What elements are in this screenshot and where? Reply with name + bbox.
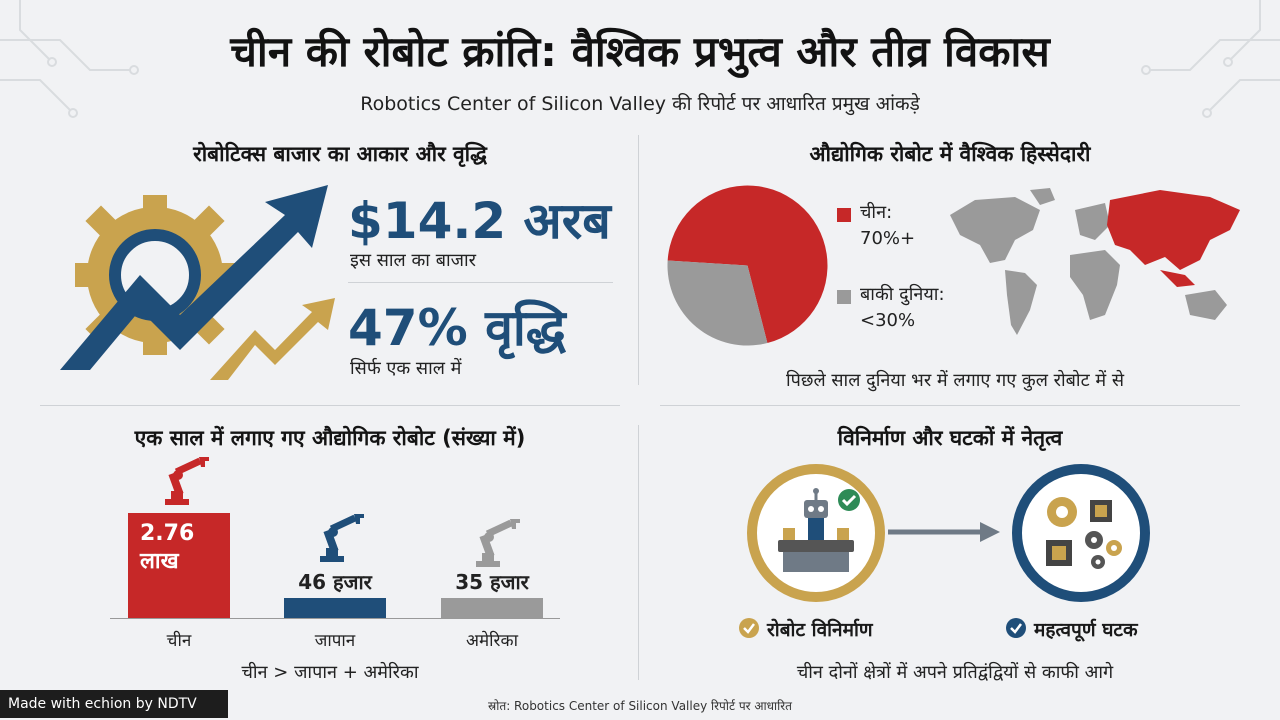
legend-label-rest: बाकी दुनिया: [860,284,945,305]
manufacturing-section-title: विनिर्माण और घटकों में नेतृत्व [837,426,1063,450]
market-size-caption: इस साल का बाजार [350,250,477,271]
share-pie-chart [667,185,828,346]
legend-swatch-rest [837,290,851,304]
robot-assembly-icon [747,464,885,602]
manufacturing-caption: चीन दोनों क्षेत्रों में अपने प्रतिद्वंद्… [796,662,1114,683]
components-icon [1012,464,1150,602]
check-icon-gold [739,618,759,638]
bar-value-china: 2.76 लाख [140,521,195,574]
page-subtitle: Robotics Center of Silicon Valley की रिप… [360,93,920,115]
robot-arm-icon-usa [476,519,520,567]
robot-arm-icon-china [165,457,209,505]
manufacturing-item-robot: रोबोट विनिर्माण [767,619,873,641]
legend-value-rest: <30% [860,310,916,331]
category-label-usa: अमेरिका [466,631,518,651]
arrow-right-icon [888,522,1000,542]
bar-value-usa: 35 हजार [455,570,529,594]
page-title: चीन की रोबोट क्रांति: वैश्विक प्रभुत्व औ… [230,27,1050,76]
horizontal-divider-left [40,405,620,406]
source-note: स्रोत: Robotics Center of Silicon Valley… [488,699,792,713]
growth-value: 47% वृद्धि [348,299,566,357]
bar-usa [441,598,543,618]
horizontal-divider-right [660,405,1240,406]
growth-gear-arrow-icon [60,185,335,380]
category-label-china: चीन [166,631,192,651]
share-caption: पिछले साल दुनिया भर में लगाए गए कुल रोबो… [785,370,1125,391]
market-inner-divider [348,282,613,283]
legend-label-china: चीन: [860,202,893,223]
check-icon-navy [1006,618,1026,638]
legend-swatch-china [837,208,851,222]
bar-baseline [110,618,560,619]
vertical-divider-bottom [638,425,639,680]
pie-slice-rest [667,260,768,346]
vertical-divider-top [638,135,639,385]
bar-value-japan: 46 हजार [298,570,372,594]
bar-section-title: एक साल में लगाए गए औद्योगिक रोबोट (संख्य… [134,426,526,450]
bar-japan [284,598,386,618]
bar-footnote: चीन > जापान + अमेरिका [241,662,419,683]
legend-value-china: 70%+ [860,228,916,249]
pie-slice-china [667,185,828,343]
made-with-badge: Made with echion by NDTV [0,690,228,718]
share-section-title: औद्योगिक रोबोट में वैश्विक हिस्सेदारी [809,142,1091,166]
market-section-title: रोबोटिक्स बाजार का आकार और वृद्धि [193,142,487,166]
category-label-japan: जापान [314,631,356,651]
robot-arm-icon-japan [320,514,364,562]
market-size-value: $14.2 अरब [348,192,611,250]
growth-caption: सिर्फ एक साल में [350,358,462,379]
bar-china [128,513,230,618]
manufacturing-item-components: महत्वपूर्ण घटक [1034,619,1138,641]
world-map-icon [950,188,1240,335]
